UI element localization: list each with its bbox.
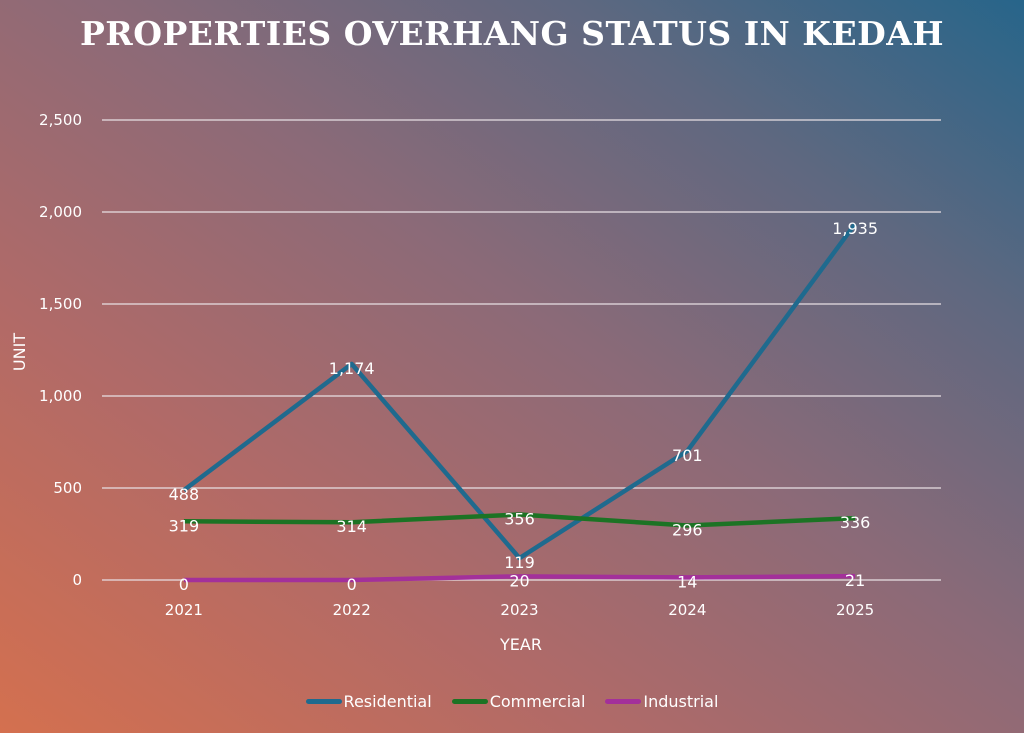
chart-title: PROPERTIES OVERHANG STATUS IN KEDAH	[79, 14, 945, 53]
legend-swatch	[451, 699, 488, 704]
data-label: 1,935	[832, 219, 878, 238]
legend: Residential Commercial Industrial	[0, 692, 1024, 711]
data-label: 336	[840, 513, 871, 532]
y-tick-label: 2,500	[39, 111, 82, 129]
x-tick-label: 2023	[500, 601, 538, 619]
data-label: 296	[672, 521, 703, 540]
data-label: 319	[169, 516, 200, 535]
legend-label: Industrial	[643, 692, 719, 711]
x-tick-label: 2024	[668, 601, 706, 619]
series-line-residential	[182, 222, 857, 561]
legend-swatch	[605, 699, 642, 704]
data-label: 21	[845, 571, 865, 590]
data-label: 0	[179, 575, 189, 594]
y-tick-label: 0	[72, 571, 82, 589]
data-label: 0	[347, 575, 357, 594]
data-label: 20	[509, 571, 529, 590]
data-label: 1,174	[329, 359, 375, 378]
legend-item-commercial[interactable]: Commercial	[451, 692, 586, 711]
y-tick-label: 1,000	[39, 387, 82, 405]
legend-item-residential[interactable]: Residential	[305, 692, 432, 711]
legend-item-industrial[interactable]: Industrial	[605, 692, 718, 711]
x-tick-label: 2021	[165, 601, 203, 619]
data-label: 119	[504, 553, 535, 572]
y-tick-label: 2,000	[39, 203, 82, 221]
y-tick-label: 500	[53, 479, 82, 497]
x-axis-label: YEAR	[499, 635, 542, 654]
y-tick-label: 1,500	[39, 295, 82, 313]
data-label: 701	[672, 446, 703, 465]
data-label: 14	[677, 572, 697, 591]
x-tick-label: 2025	[836, 601, 874, 619]
legend-label: Residential	[343, 692, 432, 711]
data-label: 488	[169, 485, 200, 504]
data-label: 356	[504, 509, 535, 528]
data-label: 314	[336, 517, 367, 536]
x-tick-label: 2022	[333, 601, 371, 619]
legend-swatch	[305, 699, 342, 704]
legend-label: Commercial	[489, 692, 586, 711]
y-axis-label: UNIT	[10, 333, 29, 371]
